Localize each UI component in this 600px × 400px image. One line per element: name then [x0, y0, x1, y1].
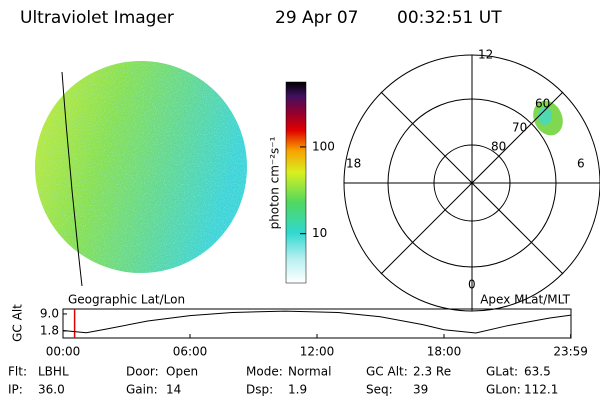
mlt-label: 18	[346, 157, 361, 171]
y-tick-label: 9.0	[40, 306, 59, 320]
status-value: 39	[413, 383, 428, 397]
status-label: IP:	[8, 383, 23, 397]
x-tick-label: 00:00	[46, 345, 81, 359]
plot-frame	[62, 308, 572, 339]
date: 29 Apr 07	[275, 8, 358, 28]
status-value: 63.5	[524, 365, 551, 379]
status-value: 36.0	[38, 383, 65, 397]
status-label: Door:	[126, 365, 159, 379]
lat-label: 80	[491, 140, 506, 154]
status-value: Normal	[288, 365, 331, 379]
y-axis-label: GC Alt	[11, 304, 25, 342]
status-label: Gain:	[126, 383, 158, 397]
x-tick-label: 23:59	[553, 345, 588, 359]
mlt-label: 12	[478, 48, 493, 62]
x-tick-label: 12:00	[300, 345, 335, 359]
status-value: Open	[166, 365, 198, 379]
aurora-core	[538, 107, 552, 125]
status-label: Seq:	[366, 383, 393, 397]
plot-title-left: Geographic Lat/Lon	[68, 293, 185, 307]
status-label: GLon:	[486, 383, 521, 397]
colorbar-tick-label: 100	[312, 139, 335, 153]
status-label: Mode:	[246, 365, 283, 379]
plot-title-right: Apex MLat/MLT	[480, 293, 570, 307]
colorbar	[285, 81, 307, 284]
status-value: 112.1	[524, 383, 558, 397]
colorbar-label: photon cm⁻²s⁻¹	[268, 136, 282, 229]
axis	[380, 91, 564, 275]
lat-label: 60	[535, 97, 550, 111]
mlt-label: 0	[468, 278, 476, 292]
x-tick-label: 06:00	[173, 345, 208, 359]
title: Ultraviolet Imager	[20, 8, 174, 28]
polar-plot	[343, 54, 600, 312]
mlt-label: 6	[577, 157, 585, 171]
x-tick-label: 18:00	[427, 345, 462, 359]
status-value: LBHL	[38, 365, 69, 379]
status-label: Dsp:	[246, 383, 273, 397]
status-value: 1.9	[288, 383, 307, 397]
time: 00:32:51 UT	[397, 8, 502, 28]
status-label: Flt:	[8, 365, 27, 379]
y-tick-label: 1.8	[40, 323, 59, 337]
uv-image	[35, 61, 247, 287]
status-value: 2.3 Re	[413, 365, 451, 379]
meridian	[61, 71, 83, 287]
colorbar-tick-label: 10	[312, 226, 327, 240]
status-label: GC Alt:	[366, 365, 408, 379]
altitude-line	[62, 310, 572, 334]
status-label: GLat:	[486, 365, 518, 379]
status-value: 14	[166, 383, 181, 397]
lat-label: 70	[512, 121, 527, 135]
